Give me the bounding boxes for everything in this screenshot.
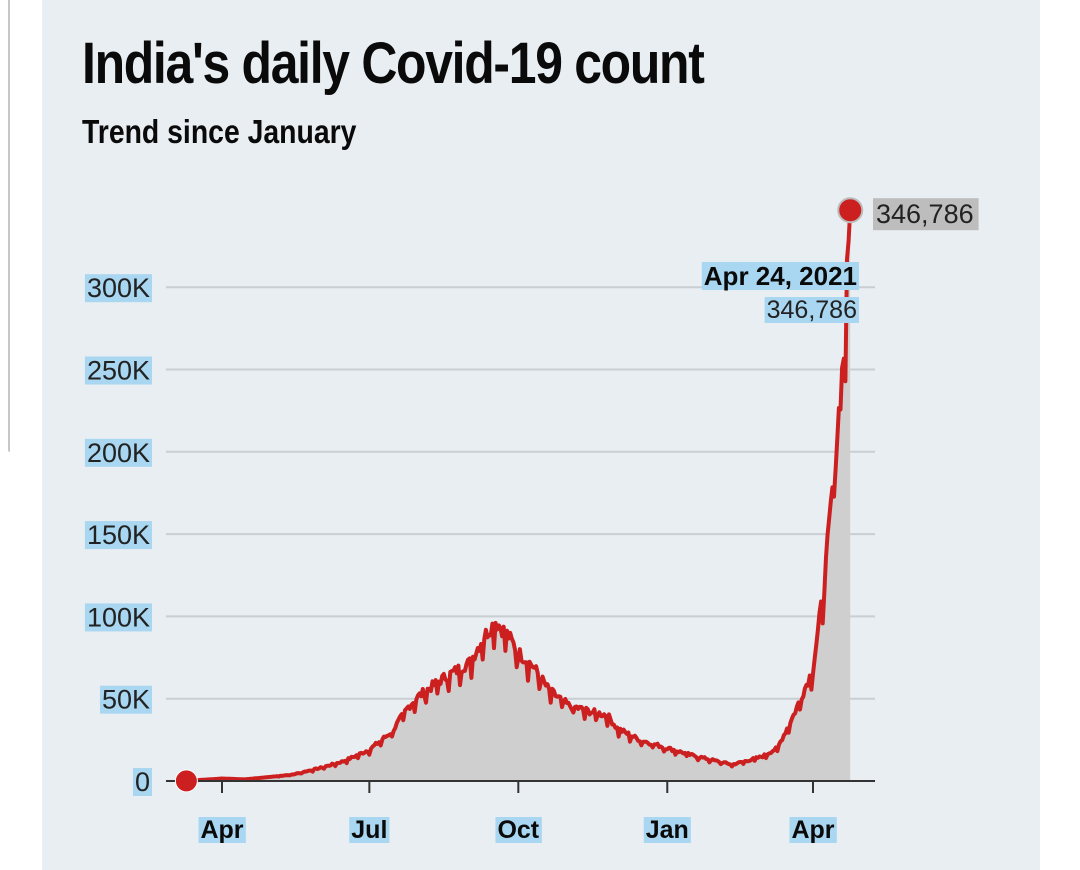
x-tick-label: Apr	[200, 816, 243, 844]
y-tick-label: 50K	[102, 685, 150, 715]
annotation-value-highlight	[764, 297, 859, 323]
end-point-marker	[837, 197, 864, 224]
y-tick-highlight	[84, 438, 152, 467]
annotations: 346,786 Apr 24, 2021 346,786	[174, 197, 979, 793]
x-tick-label: Oct	[497, 816, 539, 844]
x-tick-label: Jan	[646, 816, 689, 844]
x-tick-highlight	[643, 817, 691, 843]
x-tick-highlight	[198, 817, 246, 843]
y-tick-highlight	[99, 685, 152, 714]
y-tick-highlight	[84, 521, 152, 550]
y-tick-label: 100K	[87, 602, 150, 632]
x-tick-label: Apr	[791, 816, 834, 844]
y-tick-highlight	[132, 768, 152, 796]
x-tick-label: Jul	[351, 816, 387, 844]
end-value-box	[873, 198, 979, 231]
annotation-date: Apr 24, 2021	[704, 261, 857, 291]
series-area	[186, 210, 851, 781]
y-tick-highlight	[84, 356, 152, 385]
chart-subtitle: Trend since January	[82, 113, 357, 150]
y-tick-highlight	[84, 603, 152, 632]
y-tick-highlight	[84, 274, 152, 303]
annotation-date-highlight	[701, 262, 859, 290]
area-layer	[186, 210, 853, 783]
y-tick-label: 200K	[87, 438, 150, 468]
x-tick-highlight	[495, 817, 542, 843]
gridlines	[166, 286, 875, 700]
tick-labels: 0 50K 100K 150K 200K 250K 300K Apr Jul Oct Jan Apr	[84, 273, 837, 844]
window-edge-divider	[8, 0, 10, 452]
annotation-value: 346,786	[767, 296, 857, 324]
start-point-marker	[174, 769, 198, 793]
chart-title: India's daily Covid-19 count	[82, 31, 705, 96]
x-tick-highlight	[349, 817, 390, 843]
end-value-label: 346,786	[876, 199, 974, 229]
series-line	[186, 210, 853, 783]
y-tick-label: 0	[135, 767, 150, 797]
axes	[166, 780, 875, 793]
x-tick-highlight	[789, 817, 837, 843]
y-tick-label: 150K	[87, 520, 150, 550]
y-tick-label: 300K	[87, 273, 150, 303]
y-tick-label: 250K	[87, 356, 150, 386]
